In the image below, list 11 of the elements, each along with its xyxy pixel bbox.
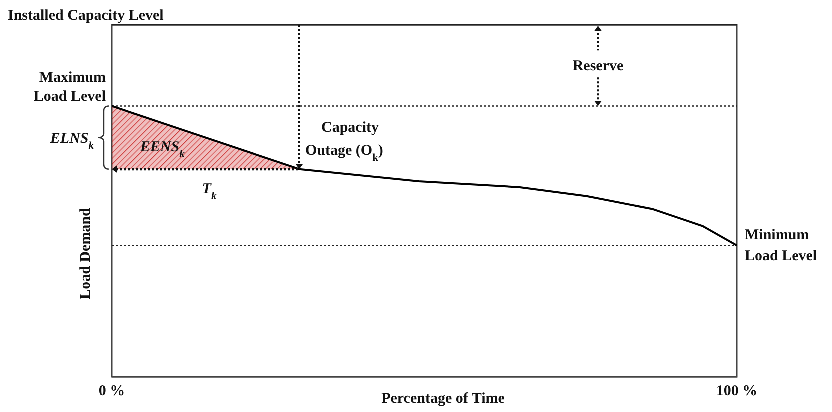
text: ELNS$_{k}$ [49,130,95,152]
x-tick-label: 100 % [716,384,758,400]
ref-line-label: Maximum Load Level [34,70,106,106]
x-tick-label: 0 % [98,384,126,400]
annotation: T$_{k}$ [202,181,218,202]
y-axis-title: Load Demand [78,208,94,300]
text: Reserve [572,58,624,75]
ref-line-label: Minimum Load Level [745,228,818,265]
x-axis-title: Percentage of Time [382,391,506,407]
ref-line-label: Installed Capacity Level [8,8,164,24]
annotation: Capacity Outage (O$_{k}$) [306,120,384,164]
